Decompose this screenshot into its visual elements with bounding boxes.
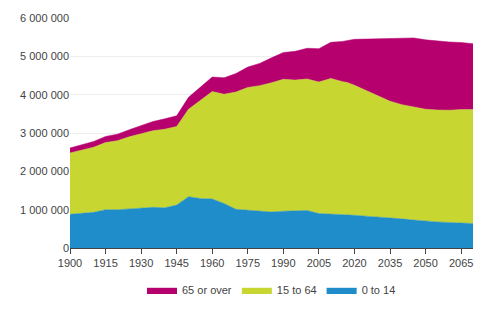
svg-text:0 to 14: 0 to 14 bbox=[362, 284, 396, 296]
svg-text:1990: 1990 bbox=[271, 257, 295, 269]
svg-text:2 000 000: 2 000 000 bbox=[20, 165, 69, 177]
svg-text:1900: 1900 bbox=[58, 257, 82, 269]
svg-text:1915: 1915 bbox=[93, 257, 117, 269]
svg-text:3 000 000: 3 000 000 bbox=[20, 127, 69, 139]
svg-text:1 000 000: 1 000 000 bbox=[20, 204, 69, 216]
svg-text:2035: 2035 bbox=[378, 257, 402, 269]
svg-text:4 000 000: 4 000 000 bbox=[20, 89, 69, 101]
svg-text:1945: 1945 bbox=[164, 257, 188, 269]
svg-text:2020: 2020 bbox=[342, 257, 366, 269]
svg-text:5 000 000: 5 000 000 bbox=[20, 50, 69, 62]
svg-text:1930: 1930 bbox=[129, 257, 153, 269]
svg-text:2050: 2050 bbox=[413, 257, 437, 269]
svg-text:0: 0 bbox=[63, 242, 69, 254]
svg-text:1975: 1975 bbox=[236, 257, 260, 269]
svg-text:1960: 1960 bbox=[200, 257, 224, 269]
svg-text:2065: 2065 bbox=[449, 257, 473, 269]
svg-text:65 or over: 65 or over bbox=[182, 284, 232, 296]
svg-text:2005: 2005 bbox=[307, 257, 331, 269]
svg-text:6 000 000: 6 000 000 bbox=[20, 12, 69, 24]
svg-text:15 to 64: 15 to 64 bbox=[277, 284, 317, 296]
